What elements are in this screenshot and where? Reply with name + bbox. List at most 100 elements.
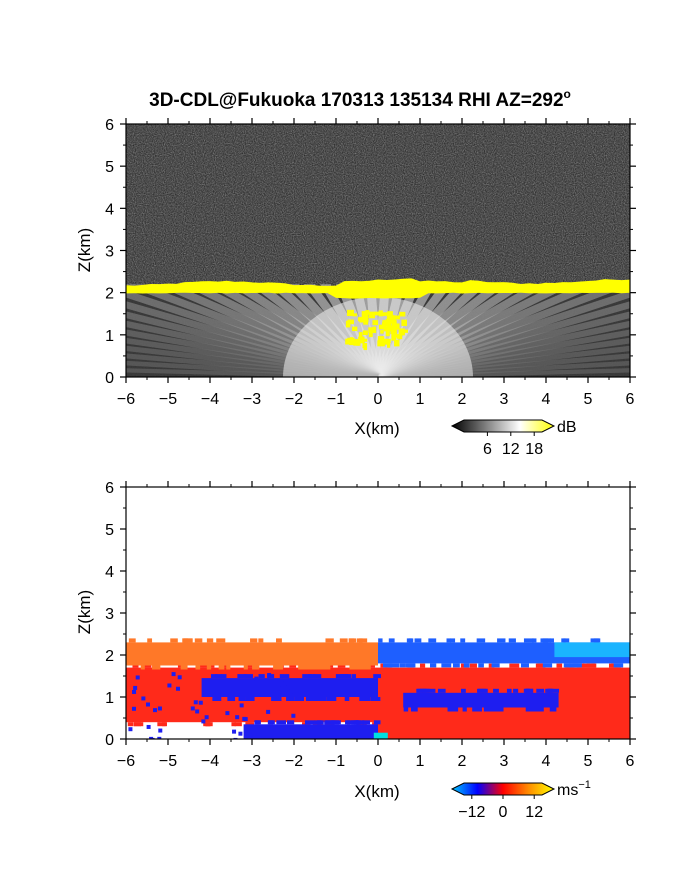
velocity-pixel — [206, 665, 212, 670]
velocity-pixel — [372, 697, 381, 701]
velocity-pixel — [493, 688, 499, 693]
x-tick-label: 4 — [542, 753, 551, 770]
velocity-pixel — [157, 706, 162, 711]
velocity-pixel — [429, 663, 437, 668]
x-tick-label: 3 — [500, 391, 509, 408]
velocity-pixel — [469, 663, 477, 668]
velocity-pixel — [258, 674, 265, 679]
speckle — [382, 322, 387, 326]
velocity-pixel — [268, 720, 274, 725]
velocity-pixel — [289, 663, 297, 668]
speckle — [361, 311, 369, 319]
speckle — [385, 322, 392, 327]
x-tick-label: 1 — [416, 391, 425, 408]
speckle — [375, 311, 383, 316]
velocity-pixel — [460, 688, 466, 693]
velocity-pixel — [243, 665, 248, 670]
velocity-pixel — [430, 688, 436, 693]
velocity-pixel — [167, 683, 172, 688]
velocity-pixel — [268, 735, 273, 739]
velocity-pixel — [276, 720, 287, 725]
velocity-pixel — [286, 720, 295, 725]
velocity-pixel — [536, 688, 545, 693]
speckle — [392, 321, 397, 327]
x-tick-label: 5 — [584, 753, 593, 770]
velocity-pixel — [234, 722, 242, 727]
velocity-pixel — [399, 663, 406, 668]
x-tick-label: 5 — [584, 391, 593, 408]
velocity-pixel — [486, 707, 494, 712]
colorbar-unit: ms−1 — [557, 779, 591, 799]
velocity-pixel — [325, 720, 335, 725]
y-tick-label: 6 — [105, 117, 114, 134]
speckle — [380, 330, 384, 334]
x-tick-label: 3 — [500, 753, 509, 770]
velocity-pixel — [250, 638, 258, 643]
velocity-pixel — [309, 665, 320, 670]
velocity-pixel — [232, 729, 237, 734]
velocity-pixel — [286, 697, 295, 701]
velocity-pixel — [193, 700, 198, 705]
velocity-pixel — [245, 722, 254, 727]
colorbar-tick-label: −12 — [458, 804, 485, 821]
velocity-pixel — [593, 638, 599, 643]
speckle — [377, 336, 385, 341]
velocity-pixel — [348, 638, 357, 643]
velocity-pixel — [497, 638, 506, 643]
speckle — [394, 339, 400, 347]
velocity-pixel — [526, 688, 534, 693]
x-tick-label: −6 — [117, 753, 135, 770]
velocity-pixel — [149, 736, 154, 739]
speckle — [347, 319, 354, 325]
speckle — [393, 315, 401, 320]
speckle — [381, 312, 386, 316]
speckle — [346, 309, 354, 317]
velocity-pixel — [157, 736, 162, 739]
speckle — [367, 311, 376, 315]
velocity-pixel — [294, 697, 302, 701]
velocity-pixel — [452, 663, 460, 668]
velocity-pixel — [422, 688, 431, 693]
speckle — [345, 338, 350, 345]
speckle — [352, 313, 358, 317]
velocity-pixel — [569, 663, 579, 668]
velocity-pixel — [227, 697, 236, 701]
velocity-pixel — [403, 707, 409, 712]
velocity-layer — [403, 692, 559, 708]
velocity-pixel — [131, 706, 136, 711]
speckle — [383, 340, 388, 345]
velocity-pixel — [528, 707, 537, 712]
x-tick-label: −1 — [327, 753, 345, 770]
velocity-pixel — [373, 720, 381, 725]
velocity-pixel — [362, 697, 370, 701]
velocity-pixel — [368, 663, 375, 668]
velocity-layer-far — [554, 642, 630, 658]
speckle — [387, 311, 393, 318]
velocity-pixel — [135, 675, 140, 680]
velocity-pixel — [509, 663, 520, 668]
velocity-pixel — [154, 665, 161, 670]
x-tick-label: 6 — [626, 391, 635, 408]
velocity-pixel — [237, 674, 247, 679]
speckle — [391, 334, 396, 341]
velocity-pixel — [326, 697, 337, 701]
velocity-pixel — [289, 688, 294, 693]
velocity-pixel — [586, 663, 595, 668]
velocity-pixel — [291, 713, 296, 718]
velocity-pixel — [491, 663, 500, 668]
x-tick-label: 6 — [626, 753, 635, 770]
speckle — [377, 339, 385, 345]
velocity-pixel — [206, 638, 214, 643]
velocity-pixel — [258, 638, 264, 643]
x-tick-label: 2 — [458, 753, 467, 770]
intensity-colorbar: 6 12 18 dB — [450, 419, 577, 458]
velocity-pixel — [195, 709, 200, 714]
speckle — [391, 323, 400, 330]
speckle — [357, 317, 362, 322]
velocity-pixel — [231, 722, 236, 727]
x-tick-label: −5 — [159, 753, 177, 770]
velocity-pixel — [549, 688, 560, 693]
velocity-pixel — [523, 638, 534, 643]
velocity-pixel — [194, 638, 203, 643]
